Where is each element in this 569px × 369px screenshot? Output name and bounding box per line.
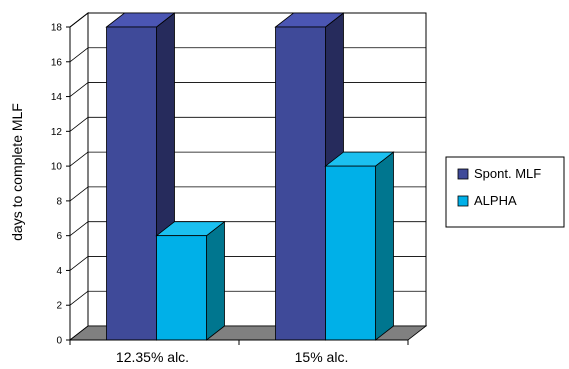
legend-label: Spont. MLF <box>474 166 541 181</box>
y-tick-label: 12 <box>51 127 63 138</box>
y-tick-label: 6 <box>56 231 62 242</box>
y-axis-title: days to complete MLF <box>9 103 25 241</box>
y-tick-label: 10 <box>51 162 63 173</box>
x-category-label: 15% alc. <box>295 349 349 365</box>
bar <box>325 165 376 341</box>
bar-side <box>206 220 225 341</box>
axes <box>66 26 409 345</box>
legend-swatch <box>457 168 469 180</box>
legend-label: ALPHA <box>474 193 517 208</box>
bars <box>105 12 395 341</box>
gridline-side <box>69 47 89 63</box>
side-wall <box>69 11 89 342</box>
y-tick-label: 8 <box>56 196 62 207</box>
x-category-label: 12.35% alc. <box>116 349 189 365</box>
y-tick-label: 16 <box>51 57 63 68</box>
gridline-side <box>69 151 89 167</box>
bar-side <box>375 151 394 341</box>
bar <box>106 26 157 341</box>
gridline-side <box>69 82 89 97</box>
bar <box>275 26 326 341</box>
gridline-side <box>69 186 89 202</box>
x-category-labels: 12.35% alc. 15% alc. <box>116 349 348 365</box>
gridline-side <box>69 117 89 132</box>
y-tick-label: 0 <box>56 336 62 347</box>
legend-swatch <box>457 195 469 207</box>
y-tick-label: 18 <box>51 23 63 34</box>
y-tick-label: 14 <box>51 92 63 103</box>
gridline-side <box>69 290 89 306</box>
gridline-side <box>69 221 89 236</box>
legend: Spont. MLF ALPHA <box>445 156 565 228</box>
y-tick-label: 4 <box>56 266 62 277</box>
gridline-side <box>69 256 89 271</box>
y-tick-labels: 0 2 4 6 8 10 12 14 16 18 <box>51 23 63 347</box>
gridline-side <box>69 12 89 28</box>
bar <box>156 235 207 341</box>
y-tick-label: 2 <box>56 301 62 312</box>
